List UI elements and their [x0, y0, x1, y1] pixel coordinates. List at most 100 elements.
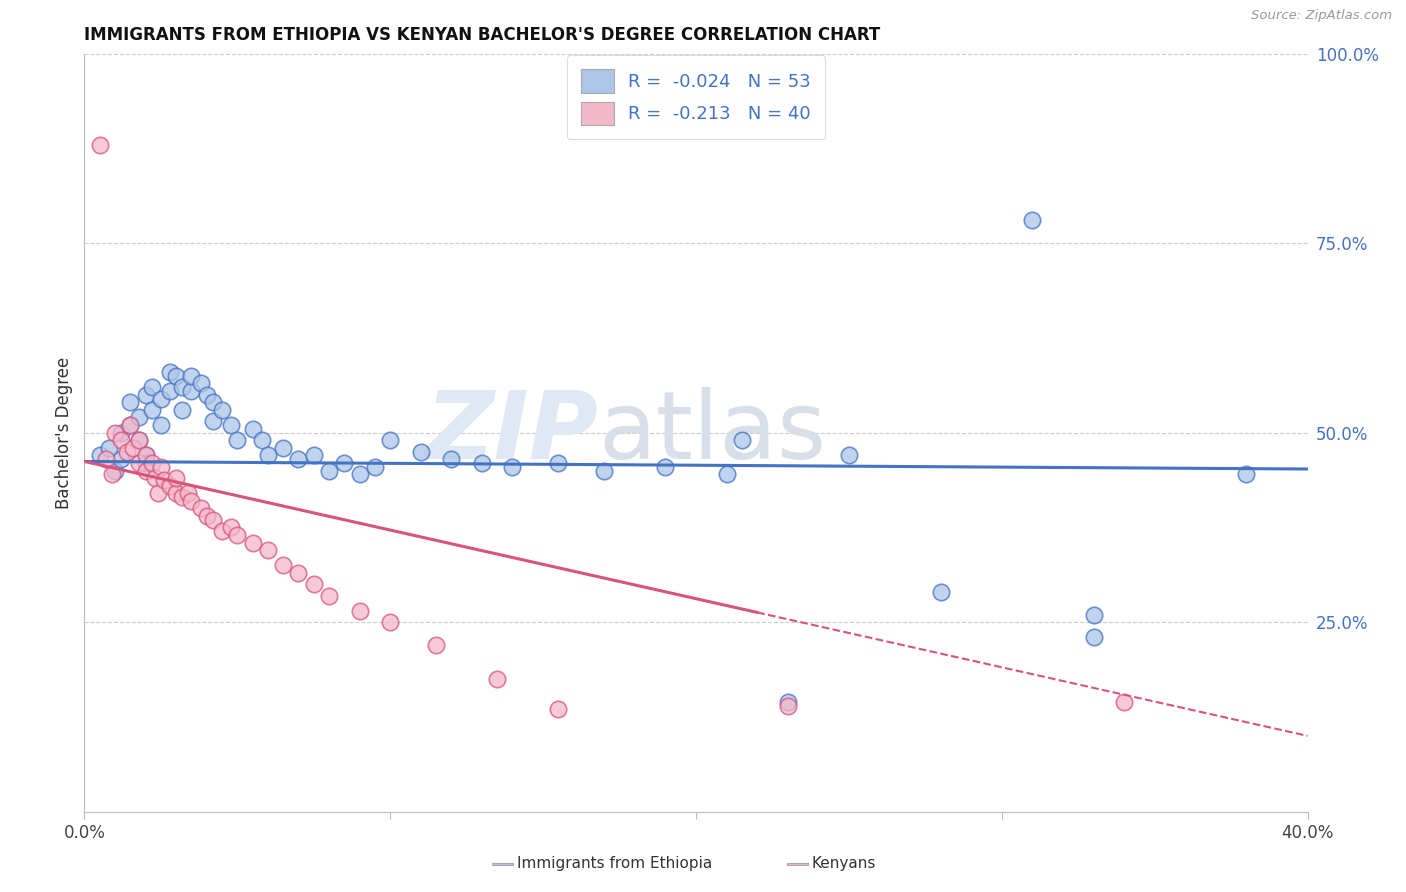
Point: [776, 698, 799, 713]
Point: [287, 566, 309, 580]
Point: [94, 452, 117, 467]
Text: atlas: atlas: [598, 386, 827, 479]
Point: [226, 528, 249, 542]
Point: [1021, 213, 1043, 227]
Legend: R =  -0.024   N = 53, R =  -0.213   N = 40: R = -0.024 N = 53, R = -0.213 N = 40: [567, 55, 825, 139]
Point: [146, 486, 169, 500]
Point: [89, 137, 111, 152]
Point: [195, 387, 218, 401]
Point: [153, 473, 176, 487]
Point: [120, 395, 142, 409]
Point: [349, 467, 371, 482]
Point: [380, 434, 402, 448]
Point: [219, 417, 242, 433]
Point: [135, 456, 157, 470]
Point: [425, 638, 447, 652]
Point: [172, 380, 194, 394]
Point: [97, 441, 120, 455]
Point: [128, 434, 150, 448]
Point: [141, 456, 163, 470]
Point: [1114, 695, 1136, 709]
Point: [929, 585, 952, 599]
Point: [333, 456, 356, 470]
Point: [128, 434, 150, 448]
Point: [180, 368, 202, 383]
Point: [177, 486, 200, 500]
Point: [135, 449, 157, 463]
Point: [1083, 607, 1105, 622]
Point: [318, 589, 340, 603]
Point: [1236, 467, 1258, 482]
Point: [380, 615, 402, 630]
FancyBboxPatch shape: [787, 863, 808, 864]
Point: [195, 508, 218, 523]
Point: [440, 452, 463, 467]
Point: [128, 410, 150, 425]
Point: [242, 422, 264, 436]
Point: [257, 543, 280, 558]
Point: [110, 452, 132, 467]
Point: [141, 403, 163, 417]
Text: Immigrants from Ethiopia: Immigrants from Ethiopia: [517, 856, 711, 871]
Point: [731, 434, 754, 448]
Point: [143, 471, 166, 485]
Point: [486, 672, 509, 686]
Point: [101, 467, 124, 482]
Point: [128, 456, 150, 470]
Point: [776, 695, 799, 709]
Point: [318, 464, 340, 478]
Point: [219, 520, 242, 534]
Point: [141, 380, 163, 394]
Point: [149, 417, 172, 433]
Point: [135, 387, 157, 401]
Point: [302, 577, 325, 591]
Point: [271, 441, 294, 455]
Point: [547, 456, 569, 470]
Point: [593, 464, 616, 478]
Point: [149, 459, 172, 474]
Point: [89, 449, 111, 463]
Point: [110, 425, 132, 440]
Point: [190, 501, 212, 516]
Point: [159, 365, 181, 379]
Point: [104, 464, 127, 478]
Point: [654, 459, 676, 474]
Point: [190, 376, 212, 391]
Point: [349, 604, 371, 618]
Point: [250, 434, 273, 448]
Point: [211, 524, 233, 539]
Text: Source: ZipAtlas.com: Source: ZipAtlas.com: [1251, 9, 1392, 22]
Point: [120, 417, 142, 433]
Text: Kenyans: Kenyans: [813, 856, 876, 871]
Point: [226, 434, 249, 448]
Point: [201, 513, 224, 527]
FancyBboxPatch shape: [492, 863, 513, 864]
Point: [110, 434, 132, 448]
Point: [287, 452, 309, 467]
Point: [172, 403, 194, 417]
Point: [302, 449, 325, 463]
Point: [242, 535, 264, 549]
Point: [120, 417, 142, 433]
Point: [159, 479, 181, 493]
Point: [180, 384, 202, 398]
Point: [364, 459, 387, 474]
Point: [716, 467, 738, 482]
Point: [211, 403, 233, 417]
Point: [165, 471, 187, 485]
Point: [471, 456, 494, 470]
Point: [180, 494, 202, 508]
Point: [115, 444, 138, 458]
Point: [104, 425, 127, 440]
Point: [547, 702, 569, 716]
Point: [172, 490, 194, 504]
Point: [201, 395, 224, 409]
Text: IMMIGRANTS FROM ETHIOPIA VS KENYAN BACHELOR'S DEGREE CORRELATION CHART: IMMIGRANTS FROM ETHIOPIA VS KENYAN BACHE…: [84, 26, 880, 44]
Y-axis label: Bachelor's Degree: Bachelor's Degree: [55, 357, 73, 508]
Point: [502, 459, 524, 474]
Point: [838, 449, 860, 463]
Point: [165, 368, 187, 383]
Text: ZIP: ZIP: [425, 386, 598, 479]
Point: [122, 441, 145, 455]
Point: [409, 444, 432, 458]
